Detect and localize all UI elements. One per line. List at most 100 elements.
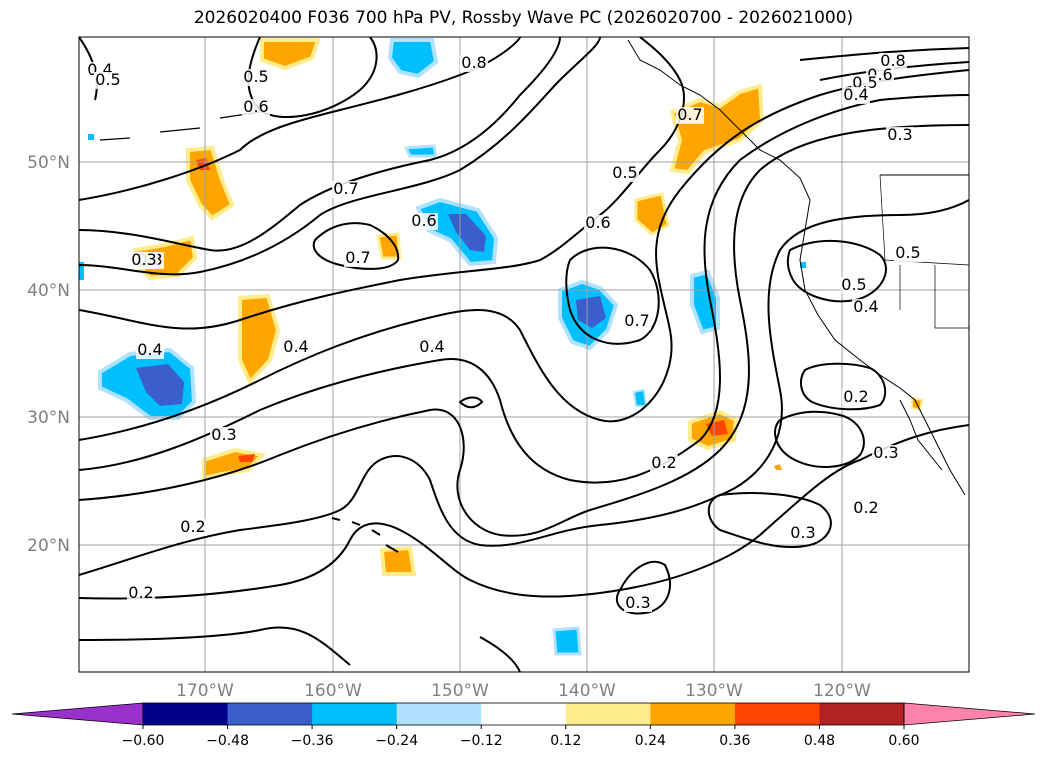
contour-label-bg <box>886 127 914 144</box>
map-title: 2026020400 F036 700 hPa PV, Rossby Wave … <box>193 8 854 28</box>
colorbar-extend-low <box>11 702 144 726</box>
contour-line <box>78 94 970 484</box>
lat-label: 50°N <box>27 153 70 173</box>
pos-patch <box>238 454 255 462</box>
colorbar-segment <box>312 703 398 725</box>
contour-label: 0.2 <box>853 498 878 517</box>
contour-label: 0.5 <box>612 163 637 182</box>
lat-label: 20°N <box>27 536 70 556</box>
contour-label-bg <box>894 245 922 262</box>
contour-label-bg <box>840 277 868 294</box>
pos-patch <box>774 464 782 470</box>
contour-labels: 0.40.5 0.50.60.70.70.6 0.60.50.70.8 0.80.60… <box>86 51 922 612</box>
contour-line <box>78 36 601 276</box>
contour-label-bg <box>410 213 438 230</box>
contour-line <box>78 69 970 441</box>
contour-label: 0.7 <box>345 248 370 267</box>
lon-label: 130°W <box>685 681 743 701</box>
contour-label: 0.3 <box>887 125 912 144</box>
lon-label: 150°W <box>431 681 489 701</box>
contour-label-bg <box>136 342 164 359</box>
contour-label-bg <box>842 389 870 406</box>
contour-label-bg <box>852 500 880 517</box>
contour-label-bg <box>418 339 446 356</box>
colorbar-tick-label: 0.24 <box>635 733 666 749</box>
lon-label: 170°W <box>176 681 234 701</box>
lat-label: 40°N <box>27 281 70 301</box>
contour-label-bg <box>332 181 360 198</box>
contour-label: 0.7 <box>624 311 649 330</box>
hawaii <box>331 517 399 553</box>
contour-label: 0.2 <box>128 583 153 602</box>
pos-patch <box>376 232 402 260</box>
contour-line <box>78 199 970 576</box>
colorbar-segment <box>143 703 229 725</box>
contour-label-bg <box>611 165 639 182</box>
neg-patch <box>690 269 720 335</box>
contour-label: 0.7 <box>333 179 358 198</box>
colorbar-tick-label: −0.24 <box>375 733 418 749</box>
contour-label-bg <box>872 445 900 462</box>
baja-coast <box>899 399 943 471</box>
colorbar-tick-label: −0.60 <box>122 733 165 749</box>
contour-label: 0.5 <box>841 275 866 294</box>
neg-patch <box>576 296 606 328</box>
contour-line <box>774 410 865 468</box>
contour-label-bg <box>210 427 238 444</box>
contour-label: 0.7 <box>677 105 702 124</box>
colorbar-tick-label: −0.36 <box>291 733 334 749</box>
contour-label-bg <box>282 339 310 356</box>
contour-label: 0.6 <box>243 97 268 116</box>
contour-label: 0.4 <box>137 340 162 359</box>
contour-label-bg <box>623 313 651 330</box>
contour-label: 0.4 <box>853 297 878 316</box>
contour-line <box>615 560 671 615</box>
colorbar-border <box>142 702 905 726</box>
contour-label: 0.3 <box>873 443 898 462</box>
contour-line <box>78 424 970 600</box>
contour-label-bg <box>242 99 270 116</box>
contour-label-bg <box>179 519 207 536</box>
neg-patch <box>632 388 648 407</box>
colorbar-segment <box>396 703 482 725</box>
contour-label-bg <box>650 455 678 472</box>
contour-label-bg <box>842 87 870 104</box>
contour-label: 0.5 <box>243 67 268 86</box>
contour-label: 0.8 <box>880 51 905 70</box>
contour-line <box>479 636 521 673</box>
contour-label-bg <box>624 595 652 612</box>
contour-label-bg <box>879 53 907 70</box>
contour-label: 0.3 <box>625 593 650 612</box>
pos-patch <box>260 38 321 71</box>
colorbar-tick-label: −0.48 <box>206 733 249 749</box>
graticule <box>79 37 969 672</box>
neg-patch <box>448 214 486 252</box>
state-lines <box>879 174 970 329</box>
lat-labels: 50°N 40°N 30°N 20°N <box>27 153 70 556</box>
contour-line <box>458 396 484 409</box>
contour-label-bg <box>460 55 488 72</box>
contour-label: 0.8 <box>461 53 486 72</box>
map-border <box>78 36 970 673</box>
map-frame <box>79 37 969 672</box>
contour-label: 0.6 <box>411 211 436 230</box>
contour-label: 0.3 <box>790 523 815 542</box>
colorbar-tick-label: 0.60 <box>888 733 919 749</box>
lon-labels: 170°W 160°W 150°W 140°W 130°W 120°W <box>176 681 871 701</box>
contour-label-bg <box>94 72 122 89</box>
contour-label-bg <box>584 215 612 232</box>
contour-label: 0.6 <box>585 213 610 232</box>
contour-label: 0.3 <box>211 425 236 444</box>
lon-label: 120°W <box>813 681 871 701</box>
contour-label: 0.4 <box>843 85 868 104</box>
lon-label: 140°W <box>558 681 616 701</box>
colorbar-tick-label: 0.12 <box>550 733 581 749</box>
contour-line <box>565 246 660 345</box>
contour-label: 0.5 <box>895 243 920 262</box>
contour-label-bg <box>676 107 704 124</box>
colorbar-segment <box>481 703 567 725</box>
contour-line <box>707 492 832 549</box>
contour-label: 0.4 <box>419 337 444 356</box>
colorbar-tick-label: 0.48 <box>804 733 835 749</box>
neg-patch <box>88 134 94 140</box>
